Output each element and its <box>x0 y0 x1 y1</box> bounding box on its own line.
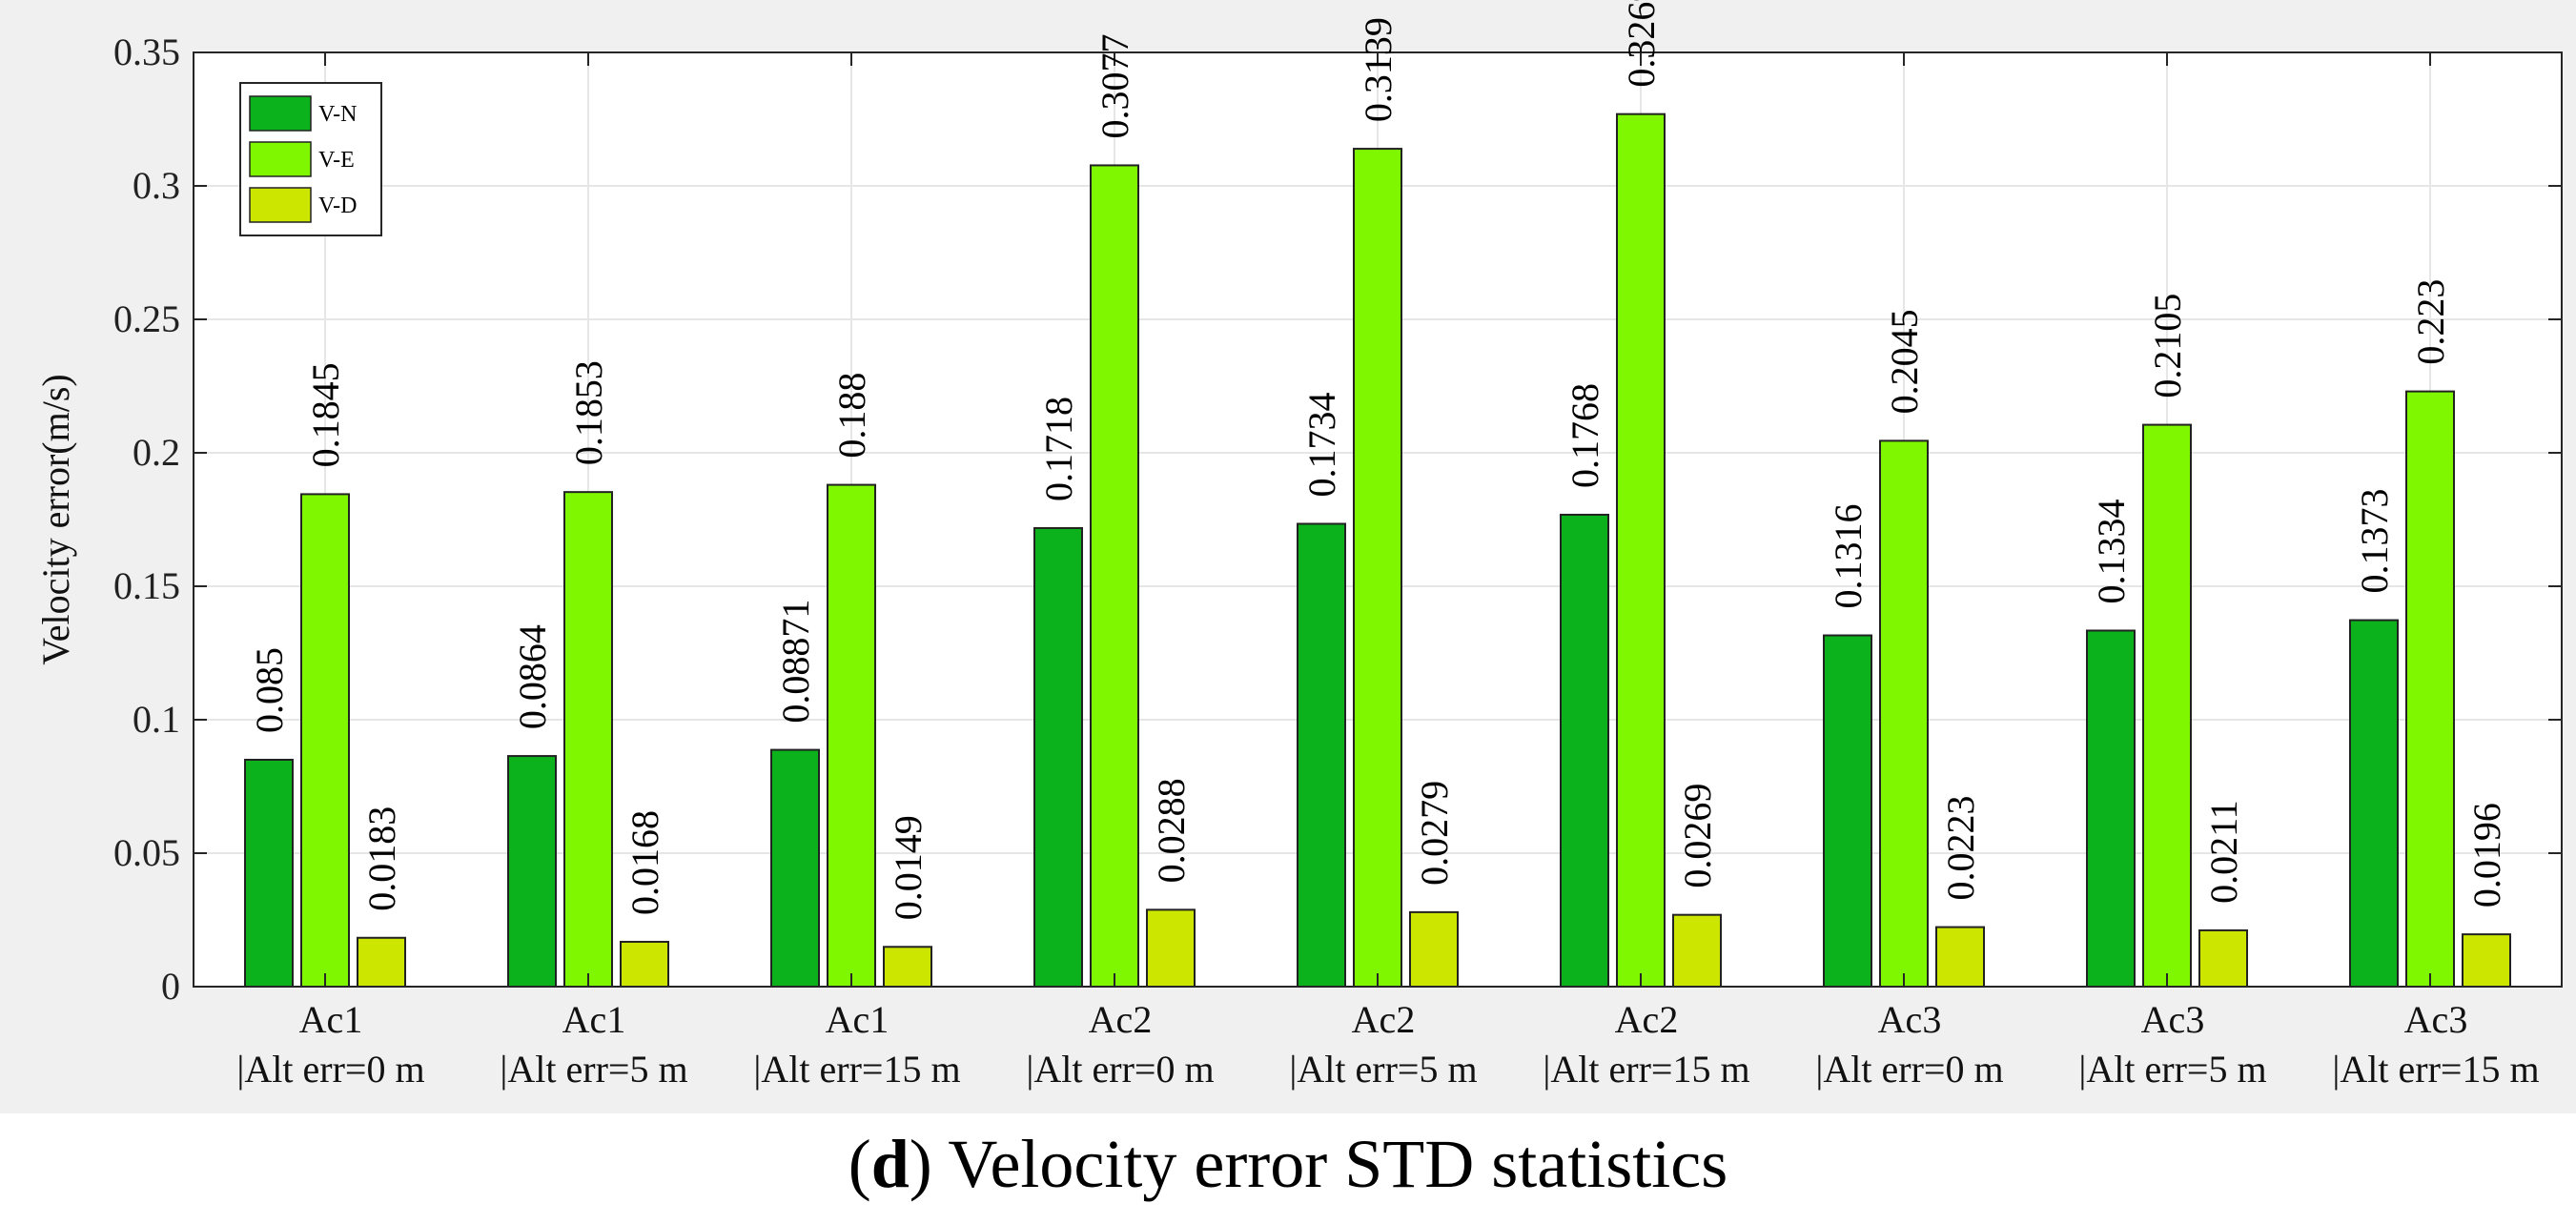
data-label: 0.1718 <box>1037 397 1080 501</box>
y-tick-label: 0.25 <box>113 297 180 340</box>
y-tick-label: 0.3 <box>133 164 180 207</box>
category-label-line1: Ac2 <box>1352 998 1416 1041</box>
category-label-line2: |Alt err=0 m <box>1026 1048 1214 1091</box>
bar-v-n <box>1033 526 1083 989</box>
bar-v-n <box>1560 513 1609 989</box>
bar-v-e <box>300 493 350 988</box>
category-label-line1: Ac1 <box>826 998 889 1041</box>
category-label-line2: |Alt err=5 m <box>2078 1048 2266 1091</box>
y-tick-label: 0.05 <box>113 831 180 874</box>
bar-v-d <box>620 940 669 989</box>
category-label-line2: |Alt err=15 m <box>1543 1048 1749 1091</box>
data-label: 0.0149 <box>887 815 930 920</box>
bar-v-d <box>2198 928 2248 988</box>
data-label: 0.1373 <box>2353 489 2396 594</box>
bar-v-d <box>1409 910 1459 989</box>
bar-v-d <box>1935 926 1985 988</box>
figure-caption: (d) Velocity error STD statistics <box>848 1126 1728 1202</box>
category-label-line1: Ac3 <box>2141 998 2205 1041</box>
category-label-line2: |Alt err=0 m <box>236 1048 424 1091</box>
bar-v-n <box>1297 522 1346 988</box>
bar-v-d <box>2462 933 2511 988</box>
data-label: 0.0288 <box>1150 778 1193 883</box>
category-labels: Ac1 |Alt err=0 m Ac1 |Alt err=5 m Ac1 |Alt er… <box>236 998 2539 1091</box>
bar-v-n <box>507 755 557 989</box>
data-label: 0.085 <box>248 647 291 733</box>
legend-label: V-E <box>318 148 355 173</box>
data-label: 0.08871 <box>774 600 817 724</box>
bar-v-e <box>1616 112 1666 989</box>
bar-v-d <box>1672 913 1722 988</box>
legend-label: V-D <box>318 194 357 218</box>
data-label: 0.1334 <box>2090 499 2133 603</box>
y-axis-label: Velocity error(m/s) <box>34 374 77 664</box>
category-label-line1: Ac1 <box>299 998 363 1041</box>
data-label: 0.1768 <box>1564 383 1606 488</box>
bar-v-e <box>563 491 613 988</box>
data-label: 0.2045 <box>1883 309 1926 414</box>
y-tick-label: 0.35 <box>113 31 180 73</box>
bar-v-n <box>1823 634 1872 989</box>
data-label: 0.3077 <box>1094 33 1136 138</box>
data-label: 0.0279 <box>1413 781 1456 886</box>
data-label: 0.188 <box>830 373 873 459</box>
bar-v-e <box>827 483 876 989</box>
category-label-line1: Ac2 <box>1615 998 1679 1041</box>
data-label: 0.1845 <box>304 362 347 467</box>
category-label-line2: |Alt err=5 m <box>500 1048 687 1091</box>
caption-open-paren: ( <box>848 1126 871 1202</box>
data-label: 0.0168 <box>624 810 666 915</box>
data-label: 0.1853 <box>567 360 610 465</box>
y-tick-label: 0.15 <box>113 564 180 607</box>
legend-swatch-v-d <box>249 187 312 223</box>
data-label: 0.0183 <box>360 806 403 911</box>
legend: V-N V-E V-D <box>239 82 382 236</box>
caption-text: ) Velocity error STD statistics <box>910 1126 1728 1202</box>
data-label: 0.2105 <box>2146 294 2189 398</box>
y-tick-label: 0 <box>161 965 180 1008</box>
data-label: 0.3139 <box>1357 17 1400 122</box>
y-tick-label: 0.1 <box>133 698 180 741</box>
bar-v-d <box>357 936 406 989</box>
data-label: 0.0864 <box>511 624 554 729</box>
caption-letter: d <box>871 1126 910 1202</box>
bar-v-d <box>883 946 932 989</box>
legend-label: V-N <box>318 102 357 127</box>
bar-v-e <box>2405 390 2455 989</box>
data-labels: 0.085 0.0864 0.08871 0.1718 0.1734 0.1768 0.13… <box>248 0 2508 920</box>
bar-v-n <box>244 759 294 988</box>
legend-swatch-v-e <box>249 141 312 177</box>
bar-v-e <box>1879 439 1929 988</box>
bar-v-e <box>2142 423 2192 989</box>
category-label-line2: |Alt err=15 m <box>2332 1048 2539 1091</box>
data-label: 0.0269 <box>1676 784 1719 888</box>
category-label-line1: Ac3 <box>1878 998 1942 1041</box>
y-tick-label: 0.2 <box>133 431 180 474</box>
legend-swatch-v-n <box>249 95 312 132</box>
data-label: 0.0211 <box>2202 800 2245 904</box>
bar-v-e <box>1090 164 1139 988</box>
data-label: 0.0223 <box>1939 796 1982 901</box>
category-label-line1: Ac2 <box>1089 998 1153 1041</box>
axes <box>193 51 2563 988</box>
category-label-line1: Ac1 <box>562 998 626 1041</box>
category-label-line2: |Alt err=15 m <box>753 1048 960 1091</box>
category-label-line2: |Alt err=0 m <box>1815 1048 2003 1091</box>
data-label: 0.3269 <box>1620 0 1663 88</box>
category-label-line2: |Alt err=5 m <box>1289 1048 1477 1091</box>
bar-v-n <box>2086 629 2136 988</box>
bar-v-n <box>770 748 820 988</box>
data-label: 0.1734 <box>1300 392 1343 497</box>
data-label: 0.0196 <box>2465 803 2508 908</box>
bar-v-d <box>1146 908 1196 988</box>
category-label-line1: Ac3 <box>2404 998 2468 1041</box>
bar-v-n <box>2349 619 2399 988</box>
y-tick-labels: 0 0.05 0.1 0.15 0.2 0.25 0.3 0.35 <box>113 31 180 1008</box>
data-label: 0.1316 <box>1827 504 1870 609</box>
data-label: 0.223 <box>2409 279 2452 365</box>
bar-v-e <box>1353 148 1402 988</box>
